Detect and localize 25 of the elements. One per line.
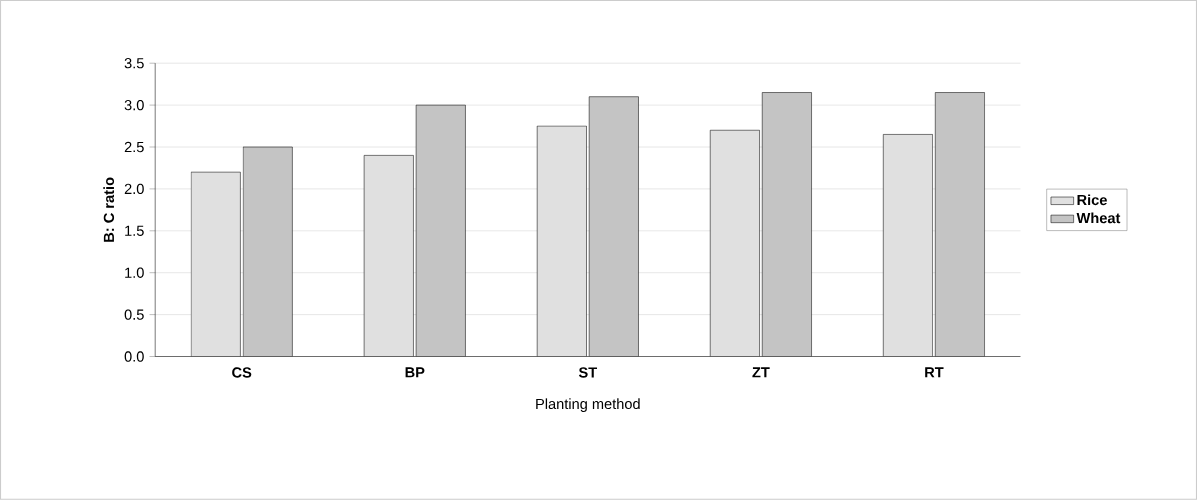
bar [883,134,933,357]
y-axis-title: B: C ratio [103,177,115,242]
bar [190,172,241,357]
x-tick-label: ST [578,367,598,378]
y-tick-label: 3.5 [124,58,144,69]
y-tick-label: 2.5 [124,141,144,153]
x-tick-label: BP [405,367,425,378]
y-tick-label: 1.0 [125,267,144,279]
y-tick-label: 2.0 [124,183,144,195]
y-tick-label: 3.0 [124,100,144,111]
x-axis-title: Planting method [536,398,640,413]
x-tick-label: ZT [752,367,770,378]
bar [536,125,587,357]
y-tick-label: 0.0 [124,351,144,362]
x-tick-label: CS [232,367,252,378]
bar [709,130,760,357]
bar [242,146,293,357]
x-tick-label: RT [925,367,944,378]
bar [935,92,985,357]
y-tick-label: 0.5 [124,309,144,320]
bar [588,96,639,357]
legend-label: Rice [1077,194,1107,206]
legend-label: Wheat [1076,212,1121,224]
y-tick-label: 1.5 [125,225,144,237]
bar [761,92,812,357]
